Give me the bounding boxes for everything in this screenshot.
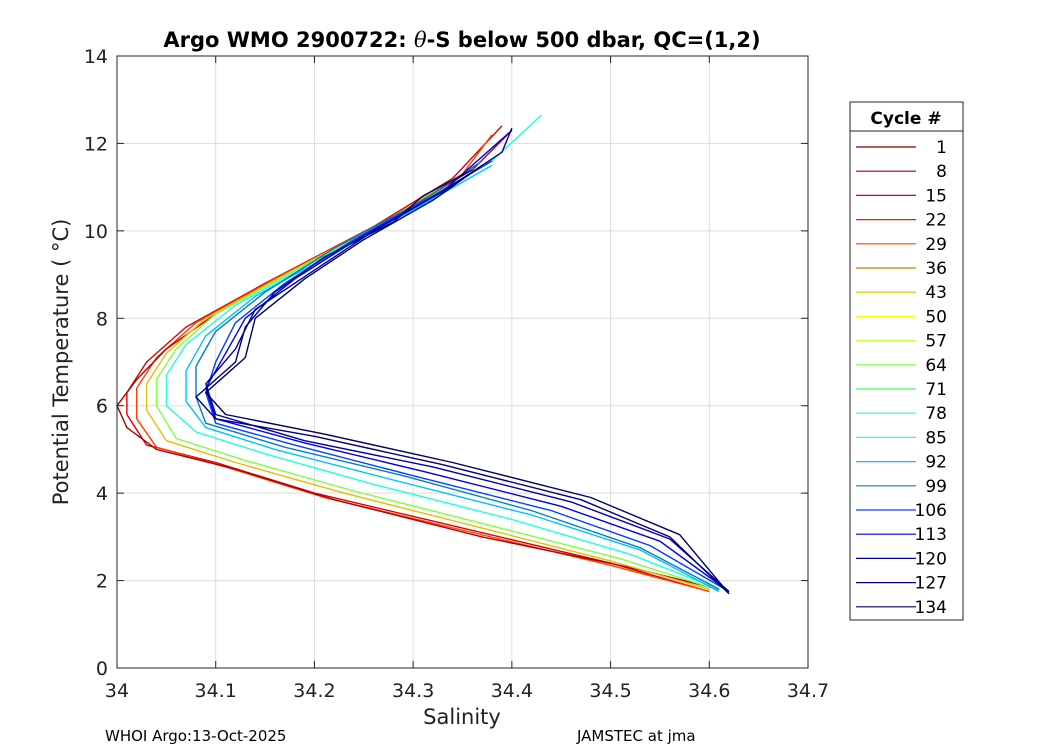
legend-entry-label: 127 — [915, 574, 947, 594]
y-tick-label: 14 — [84, 46, 108, 68]
y-tick-label: 6 — [96, 396, 108, 418]
legend-entry-label: 50 — [925, 307, 947, 327]
x-tick-label: 34 — [105, 680, 129, 702]
legend-entry-label: 64 — [925, 356, 947, 376]
legend-entry-label: 57 — [925, 332, 947, 352]
y-tick-label: 12 — [84, 133, 108, 155]
legend-entry-label: 113 — [915, 525, 947, 545]
legend-entry-label: 120 — [915, 549, 947, 569]
legend-entry-label: 43 — [925, 283, 947, 303]
series-line-10 — [205, 127, 730, 593]
y-axis-label: Potential Temperature ( °C) — [49, 219, 73, 506]
x-tick-label: 34.3 — [392, 680, 434, 702]
chart-title-suffix: -S below 500 dbar, QC=(1,2) — [427, 28, 761, 52]
y-tick-label: 0 — [96, 658, 108, 680]
x-ticks: 34 34.1 34.2 34.3 34.4 34.5 34.6 34.7 — [105, 56, 829, 702]
legend-entry-label: 106 — [915, 501, 947, 521]
footer-left: WHOI Argo:13-Oct-2025 — [105, 727, 286, 745]
y-tick-label: 10 — [84, 221, 108, 243]
plot-frame — [116, 55, 809, 669]
y-tick-label: 2 — [96, 571, 108, 593]
x-tick-label: 34.1 — [195, 680, 237, 702]
series-line-4 — [155, 177, 710, 588]
legend-entry-label: 36 — [925, 259, 947, 279]
legend-entries: 1 8 15 22 29 36 43 50 57 64 71 78 85 92 99 106 113 120 127… — [856, 138, 947, 618]
x-tick-label: 34.4 — [491, 680, 533, 702]
legend-title: Cycle # — [870, 109, 941, 129]
legend-entry-label: 15 — [925, 186, 947, 206]
legend-entry-label: 1 — [936, 138, 947, 158]
legend-entry-label: 29 — [925, 235, 947, 255]
series-line-3 — [145, 173, 710, 590]
x-tick-label: 34.6 — [688, 680, 730, 702]
y-tick-label: 8 — [96, 308, 108, 330]
y-tick-label: 4 — [96, 483, 108, 505]
footer-right: JAMSTEC at jma — [576, 727, 696, 745]
x-tick-label: 34.7 — [787, 680, 829, 702]
y-ticks: 0 2 4 6 8 10 12 14 — [84, 46, 808, 680]
x-axis-label: Salinity — [423, 705, 501, 729]
x-tick-label: 34.5 — [589, 680, 631, 702]
chart-title: Argo WMO 2900722: θ-S below 500 dbar, QC… — [163, 28, 760, 52]
legend-entry-label: 85 — [925, 428, 947, 448]
series-line-11 — [195, 169, 730, 595]
x-tick-label: 34.2 — [293, 680, 335, 702]
legend-entry-label: 92 — [925, 453, 947, 473]
chart-title-prefix: Argo WMO 2900722: — [163, 28, 414, 52]
series-line-12 — [205, 164, 730, 595]
legend-entry-label: 134 — [915, 598, 947, 618]
chart-title-theta: θ — [414, 28, 427, 52]
legend-entry-label: 99 — [925, 477, 947, 497]
legend-entry-label: 22 — [925, 211, 947, 231]
legend-entry-label: 8 — [936, 162, 947, 182]
legend-entry-label: 71 — [925, 380, 947, 400]
legend-entry-label: 78 — [925, 404, 947, 424]
legend: Cycle # 18152229364350576471788592991061… — [849, 101, 964, 621]
